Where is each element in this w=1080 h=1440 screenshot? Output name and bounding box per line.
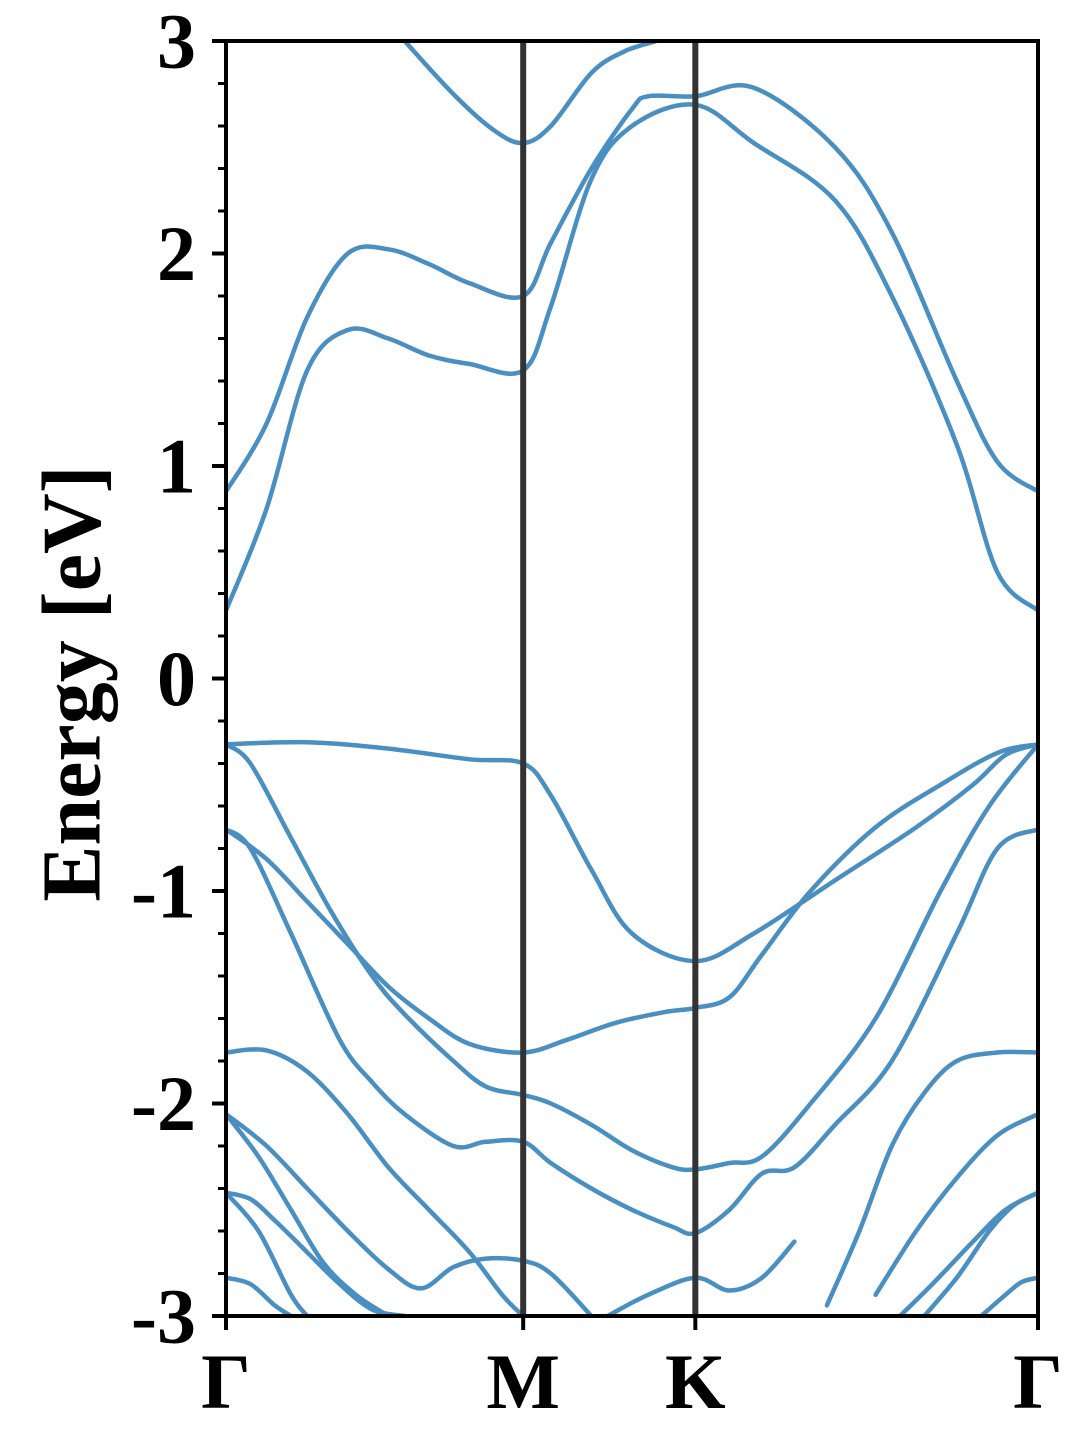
y-tick-label: 3 bbox=[157, 0, 196, 85]
x-tick-label: Γ bbox=[1013, 1338, 1063, 1425]
plot-frame bbox=[224, 39, 1040, 1318]
band-14 bbox=[226, 1190, 310, 1316]
y-tick-label: -1 bbox=[131, 848, 196, 935]
y-tick-label: 1 bbox=[157, 423, 196, 510]
band-10 bbox=[226, 1111, 594, 1316]
band-16 bbox=[605, 1239, 797, 1316]
band-19 bbox=[978, 1275, 1038, 1316]
band-9 bbox=[824, 1049, 1038, 1308]
x-tick-label: Γ bbox=[201, 1338, 251, 1425]
band-15 bbox=[226, 1275, 294, 1316]
y-tick-label: 2 bbox=[157, 210, 196, 297]
band-17 bbox=[897, 1190, 1038, 1316]
band-3 bbox=[402, 41, 659, 146]
band-12 bbox=[226, 1190, 407, 1316]
band-4 bbox=[226, 739, 1038, 964]
band-11 bbox=[873, 1111, 1038, 1298]
band-6 bbox=[226, 742, 1038, 1055]
y-axis-label: Energy [eV] bbox=[26, 465, 119, 901]
y-tick-label: -3 bbox=[131, 1273, 196, 1360]
band-13 bbox=[226, 1111, 391, 1316]
band-8 bbox=[226, 1047, 526, 1316]
x-tick-label: K bbox=[665, 1338, 726, 1425]
band-lines bbox=[226, 41, 1038, 1316]
x-tick-label: M bbox=[486, 1338, 560, 1425]
band-7 bbox=[226, 827, 1038, 1237]
y-tick-label: -2 bbox=[131, 1060, 196, 1147]
band-18 bbox=[922, 1190, 1038, 1316]
band-2 bbox=[226, 102, 1038, 613]
y-axis-ticks: 3 2 1 0 -1 -2 -3 bbox=[131, 0, 226, 1360]
band-1 bbox=[226, 83, 1038, 494]
high-symmetry-lines bbox=[520, 41, 699, 1316]
band-5 bbox=[226, 742, 1038, 1173]
y-tick-label: 0 bbox=[157, 635, 196, 722]
